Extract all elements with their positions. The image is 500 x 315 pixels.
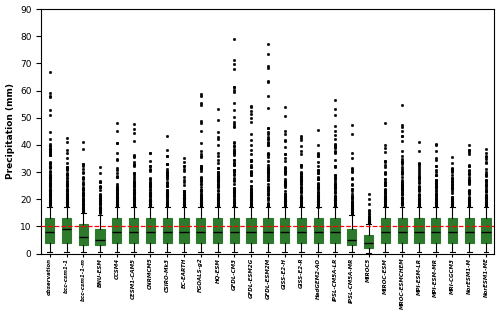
PathPatch shape bbox=[297, 218, 306, 243]
PathPatch shape bbox=[264, 218, 272, 243]
PathPatch shape bbox=[162, 218, 172, 243]
PathPatch shape bbox=[230, 218, 239, 243]
PathPatch shape bbox=[330, 218, 340, 243]
PathPatch shape bbox=[78, 224, 88, 245]
PathPatch shape bbox=[246, 218, 256, 243]
PathPatch shape bbox=[280, 218, 289, 243]
PathPatch shape bbox=[96, 229, 104, 245]
PathPatch shape bbox=[380, 218, 390, 243]
PathPatch shape bbox=[180, 218, 188, 243]
PathPatch shape bbox=[213, 218, 222, 243]
PathPatch shape bbox=[129, 218, 138, 243]
PathPatch shape bbox=[464, 218, 474, 243]
Y-axis label: Precipitation (mm): Precipitation (mm) bbox=[6, 83, 15, 179]
PathPatch shape bbox=[398, 218, 407, 243]
PathPatch shape bbox=[347, 229, 356, 245]
PathPatch shape bbox=[414, 218, 424, 243]
PathPatch shape bbox=[196, 218, 205, 243]
PathPatch shape bbox=[45, 218, 54, 243]
PathPatch shape bbox=[364, 234, 373, 248]
PathPatch shape bbox=[482, 218, 490, 243]
PathPatch shape bbox=[431, 218, 440, 243]
PathPatch shape bbox=[62, 218, 71, 243]
PathPatch shape bbox=[112, 218, 122, 243]
PathPatch shape bbox=[314, 218, 323, 243]
PathPatch shape bbox=[146, 218, 155, 243]
PathPatch shape bbox=[448, 218, 457, 243]
